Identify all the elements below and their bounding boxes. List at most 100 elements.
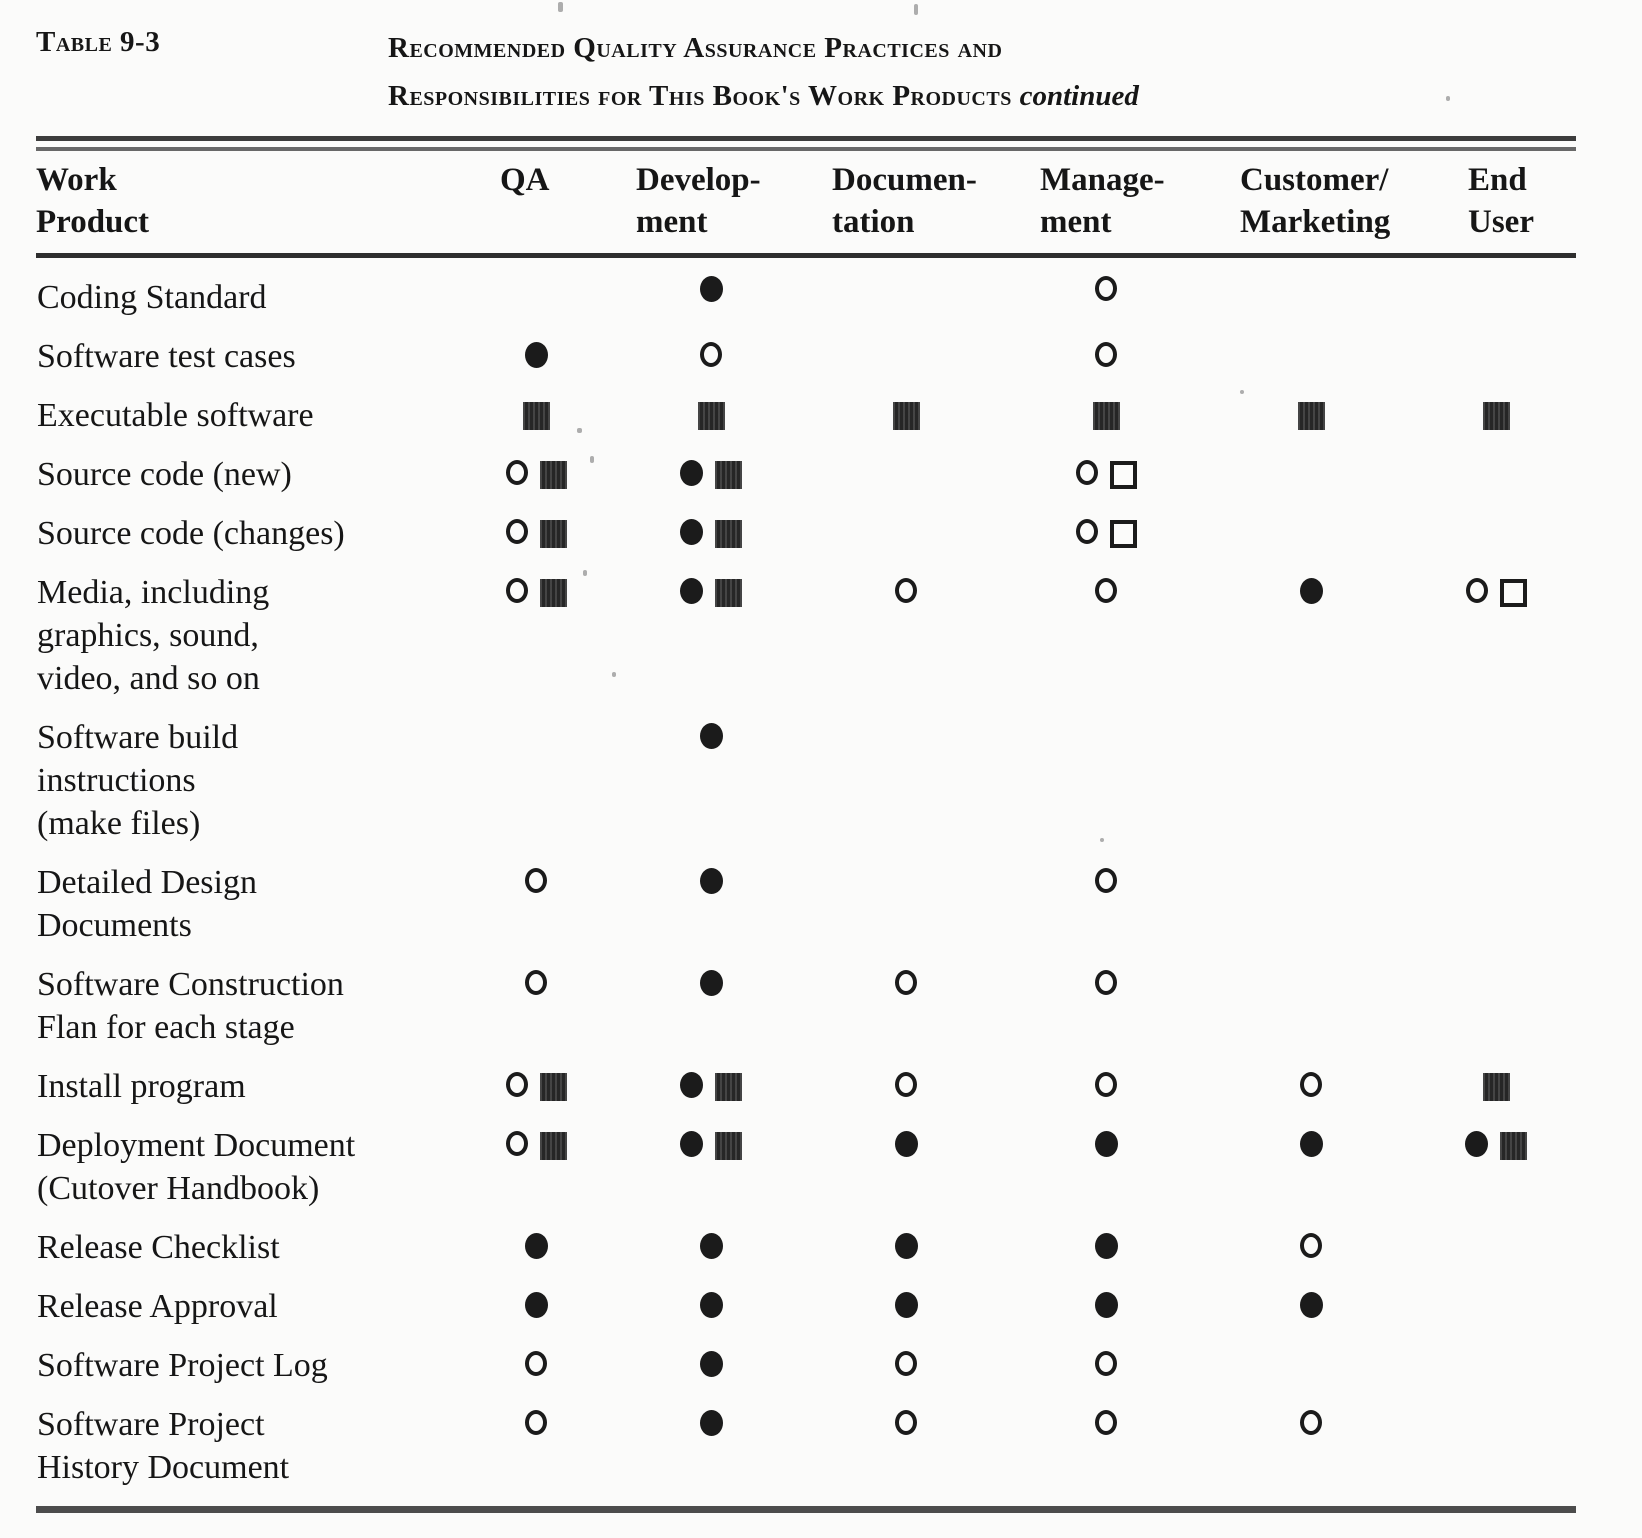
management-cell [1006, 256, 1206, 335]
filled-square-icon [715, 1132, 742, 1160]
filled-circle-icon [699, 1233, 723, 1259]
table-top-rule [36, 136, 1576, 151]
qa-cell [456, 334, 616, 393]
work-product-label: Software Construction Flan for each stag… [37, 966, 344, 1046]
open-circle-icon [895, 1410, 917, 1435]
table-row: Software Project Log [36, 1343, 1576, 1402]
customer-marketing-cell [1206, 393, 1416, 452]
work-product-label: Detailed Design Documents [37, 864, 257, 944]
work-product-label: Release Checklist [37, 1229, 280, 1266]
filled-circle-icon [680, 1072, 703, 1098]
table-row: Executable software [36, 393, 1576, 452]
end-user-cell [1416, 570, 1576, 715]
filled-square-icon [539, 520, 567, 548]
development-cell [616, 452, 806, 511]
development-cell [616, 715, 806, 860]
table-title-line2: Responsibilities for This Book's Work Pr… [388, 80, 1012, 112]
open-circle-icon [505, 519, 528, 544]
filled-circle-icon [894, 1233, 918, 1259]
table-row: Software build instructions (make files) [36, 715, 1576, 860]
scan-speck [1100, 838, 1104, 842]
open-circle-icon [1095, 970, 1117, 995]
filled-square-icon [539, 461, 567, 489]
filled-square-icon [892, 402, 920, 430]
work-product-label: Deployment Document (Cutover Handbook) [37, 1127, 356, 1207]
filled-square-icon [522, 402, 550, 430]
open-circle-icon [895, 1072, 917, 1097]
table-bottom-rule [36, 1506, 1576, 1513]
table-number: Table 9-3 [36, 26, 161, 58]
filled-circle-icon [1299, 1131, 1323, 1157]
end-user-cell [1416, 962, 1576, 1064]
filled-circle-icon [680, 578, 703, 604]
documentation-cell [806, 511, 1006, 570]
filled-square-icon [1482, 1073, 1510, 1101]
open-circle-icon [1095, 868, 1117, 893]
qa-cell [456, 860, 616, 962]
open-circle-icon [1465, 578, 1488, 603]
open-circle-icon [505, 1072, 528, 1097]
filled-circle-icon [699, 1351, 723, 1377]
table-row: Source code (new) [36, 452, 1576, 511]
qa-cell [456, 393, 616, 452]
filled-square-icon [1482, 402, 1510, 430]
management-cell [1006, 1284, 1206, 1343]
development-cell [616, 570, 806, 715]
filled-circle-icon [1299, 578, 1323, 604]
end-user-cell [1416, 452, 1576, 511]
header-row: Work Product QA Develop- ment Documen- tati… [36, 151, 1576, 258]
filled-circle-icon [699, 868, 723, 894]
column-header-management: Manage- ment [1006, 151, 1206, 258]
customer-marketing-cell [1206, 1343, 1416, 1402]
filled-circle-icon [680, 1131, 703, 1157]
management-cell [1006, 860, 1206, 962]
customer-marketing-cell [1206, 860, 1416, 962]
customer-marketing-cell [1206, 452, 1416, 511]
documentation-cell [806, 452, 1006, 511]
customer-marketing-cell [1206, 256, 1416, 335]
filled-square-icon [539, 1073, 567, 1101]
open-circle-icon [1095, 342, 1117, 367]
open-circle-icon [525, 970, 547, 995]
scan-speck [577, 428, 582, 433]
open-circle-icon [525, 1351, 547, 1376]
end-user-cell [1416, 860, 1576, 962]
work-product-label: Coding Standard [37, 279, 267, 316]
open-circle-icon [895, 1351, 917, 1376]
development-cell [616, 1123, 806, 1225]
customer-marketing-cell [1206, 1123, 1416, 1225]
customer-marketing-cell [1206, 715, 1416, 860]
development-cell [616, 1402, 806, 1504]
scan-speck [612, 672, 616, 677]
scan-speck [1240, 390, 1244, 394]
scan-speck [583, 570, 587, 576]
open-circle-icon [1300, 1233, 1322, 1258]
filled-circle-icon [524, 1292, 548, 1318]
development-cell [616, 256, 806, 335]
filled-circle-icon [894, 1131, 918, 1157]
column-header-work-product: Work Product [36, 151, 456, 258]
management-cell [1006, 1064, 1206, 1123]
management-cell [1006, 452, 1206, 511]
table-row: Install program [36, 1064, 1576, 1123]
end-user-cell [1416, 1284, 1576, 1343]
scan-speck [914, 4, 918, 15]
qa-cell [456, 256, 616, 335]
management-cell [1006, 1225, 1206, 1284]
filled-square-icon [715, 461, 742, 489]
filled-circle-icon [524, 1233, 548, 1259]
customer-marketing-cell [1206, 511, 1416, 570]
development-cell [616, 511, 806, 570]
table-row: Media, including graphics, sound, video,… [36, 570, 1576, 715]
filled-circle-icon [894, 1292, 918, 1318]
work-product-label: Source code (new) [37, 456, 292, 493]
end-user-cell [1416, 334, 1576, 393]
filled-square-icon [1092, 402, 1120, 430]
open-circle-icon [1075, 460, 1098, 485]
open-square-icon [1499, 579, 1527, 607]
filled-circle-icon [1299, 1292, 1323, 1318]
open-circle-icon [525, 1410, 547, 1435]
end-user-cell [1416, 393, 1576, 452]
work-product-label: Release Approval [37, 1288, 278, 1325]
open-circle-icon [700, 342, 722, 367]
